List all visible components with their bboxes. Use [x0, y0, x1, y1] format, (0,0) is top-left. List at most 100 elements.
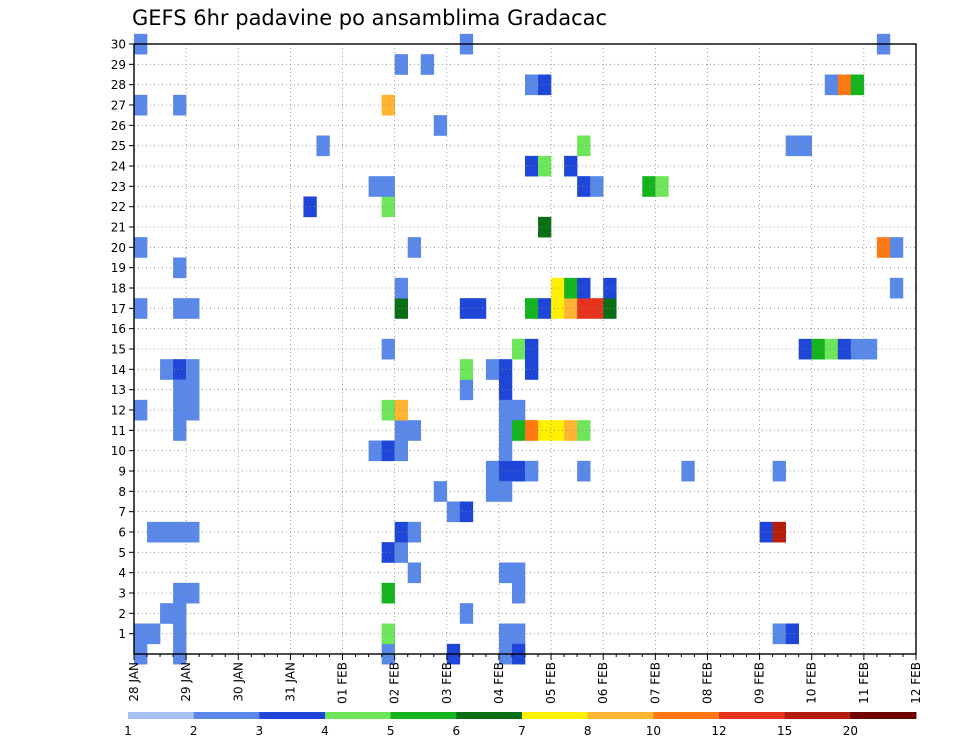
- data-cell: [173, 379, 187, 401]
- y-tick-label: 12: [111, 404, 126, 418]
- data-cell: [538, 74, 552, 96]
- data-cell: [498, 359, 513, 380]
- data-cell: [381, 399, 395, 421]
- data-cell: [681, 460, 695, 482]
- y-tick-label: 15: [111, 343, 126, 357]
- data-cell: [603, 277, 617, 299]
- data-cell: [525, 359, 539, 380]
- y-tick-label: 4: [118, 566, 126, 580]
- colorbar-label: 10: [646, 724, 661, 738]
- data-cell: [525, 74, 539, 96]
- data-cell: [642, 176, 656, 197]
- colorbar-label: 3: [256, 724, 264, 738]
- colorbar-segment: [259, 712, 326, 719]
- data-cell: [186, 582, 200, 604]
- y-tick-label: 5: [118, 546, 126, 560]
- data-cell: [368, 176, 382, 197]
- data-cell: [538, 298, 552, 319]
- colorbar-label: 1: [124, 724, 132, 738]
- colorbar-label: 12: [711, 724, 726, 738]
- data-cell: [498, 481, 513, 502]
- data-cell: [603, 298, 617, 319]
- colorbar-label: 6: [453, 724, 461, 738]
- data-cell: [316, 135, 330, 157]
- data-cell: [446, 501, 461, 523]
- data-cell: [173, 94, 187, 116]
- x-tick-label: 08 FEB: [700, 662, 714, 704]
- data-cell: [147, 623, 161, 645]
- data-cell: [785, 623, 799, 645]
- data-cell: [485, 481, 500, 502]
- grid-lines: [134, 44, 916, 654]
- y-tick-label: 17: [111, 302, 126, 316]
- data-cell: [147, 521, 161, 543]
- data-cell: [824, 74, 839, 96]
- data-cell: [837, 338, 852, 360]
- data-cell: [538, 155, 552, 177]
- data-cell: [394, 399, 408, 421]
- data-cell: [186, 359, 200, 380]
- data-cell: [173, 399, 187, 421]
- data-cell: [381, 94, 395, 116]
- colorbar: 1 2 3 4 5 6 7 8 10 12 15 20: [124, 712, 917, 738]
- data-cell: [186, 521, 200, 543]
- data-cell: [485, 460, 500, 482]
- data-cell: [173, 623, 187, 645]
- data-cell: [551, 298, 565, 319]
- y-tick-label: 21: [111, 221, 126, 235]
- x-tick-label: 02 FEB: [388, 662, 402, 704]
- data-cell: [381, 623, 395, 645]
- data-cell: [498, 420, 513, 441]
- colorbar-label: 5: [387, 724, 395, 738]
- data-cell: [394, 277, 408, 299]
- data-cell: [134, 623, 148, 645]
- y-tick-label: 13: [111, 383, 126, 397]
- data-cell: [394, 440, 408, 462]
- data-cell: [394, 542, 408, 563]
- colorbar-segment: [784, 712, 851, 719]
- data-cell: [525, 155, 539, 177]
- colorbar-segment: [522, 712, 589, 719]
- y-tick-label: 26: [111, 119, 126, 133]
- data-cell: [368, 440, 382, 462]
- x-tick-label: 05 FEB: [544, 662, 558, 704]
- data-cell: [394, 521, 408, 543]
- colorbar-segment: [128, 712, 195, 719]
- data-cell: [577, 298, 591, 319]
- data-cell: [173, 603, 187, 624]
- data-cell: [433, 481, 448, 502]
- y-tick-label: 22: [111, 200, 126, 214]
- data-cell: [173, 420, 187, 441]
- data-cell: [381, 542, 395, 563]
- data-cell: [173, 257, 187, 279]
- colorbar-label: 8: [584, 724, 592, 738]
- y-tick-label: 8: [118, 485, 126, 499]
- colorbar-segment: [653, 712, 720, 719]
- colorbar-segment: [456, 712, 523, 719]
- data-cell: [134, 94, 148, 116]
- x-tick-label: 31 JAN: [283, 662, 297, 702]
- data-cell: [381, 582, 395, 604]
- x-tick-label: 03 FEB: [440, 662, 454, 704]
- chart-title: GEFS 6hr padavine po ansamblima Gradacac: [132, 6, 608, 30]
- data-cell: [381, 176, 395, 197]
- data-cell: [577, 460, 591, 482]
- data-cell: [498, 623, 513, 645]
- data-cell: [785, 135, 799, 157]
- colorbar-segment: [719, 712, 786, 719]
- colorbar-label: 7: [518, 724, 526, 738]
- x-tick-label: 01 FEB: [336, 662, 350, 704]
- data-cell: [381, 440, 395, 462]
- data-cell: [498, 379, 513, 401]
- colorbar-segment: [850, 712, 917, 719]
- colorbar-label: 4: [321, 724, 329, 738]
- x-tick-label: 29 JAN: [179, 662, 193, 702]
- data-cell: [551, 420, 565, 441]
- data-cell: [772, 521, 786, 543]
- colorbar-label: 15: [777, 724, 792, 738]
- data-cell: [577, 277, 591, 299]
- data-cell: [798, 338, 813, 360]
- y-tick-label: 9: [118, 465, 126, 479]
- y-tick-label: 11: [111, 424, 126, 438]
